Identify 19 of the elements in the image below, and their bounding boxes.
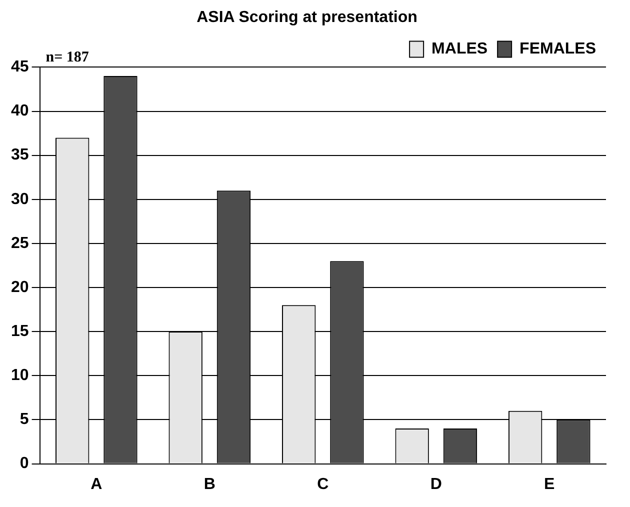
chart-title: ASIA Scoring at presentation xyxy=(196,9,418,26)
y-tick-label: 30 xyxy=(11,190,29,208)
x-tick-label: D xyxy=(430,476,442,493)
y-tick-label: 15 xyxy=(11,323,29,340)
y-tick-label: 5 xyxy=(20,411,29,428)
legend-label: FEMALES xyxy=(520,40,596,58)
x-tick-label: C xyxy=(317,476,330,493)
y-tick-label: 0 xyxy=(20,455,29,472)
legend-label: MALES xyxy=(432,40,488,58)
y-tick-label: 35 xyxy=(11,146,29,164)
y-tick-label: 10 xyxy=(11,367,29,384)
y-tick-label: 20 xyxy=(11,278,29,296)
y-tick-label: 45 xyxy=(11,58,29,76)
text: n= 187 xyxy=(46,50,90,66)
y-tick-label: 25 xyxy=(11,234,29,252)
y-tick-label: 40 xyxy=(11,102,29,120)
x-tick-label: A xyxy=(90,476,103,493)
x-tick-label: B xyxy=(204,476,216,493)
x-tick-label: E xyxy=(544,476,556,493)
